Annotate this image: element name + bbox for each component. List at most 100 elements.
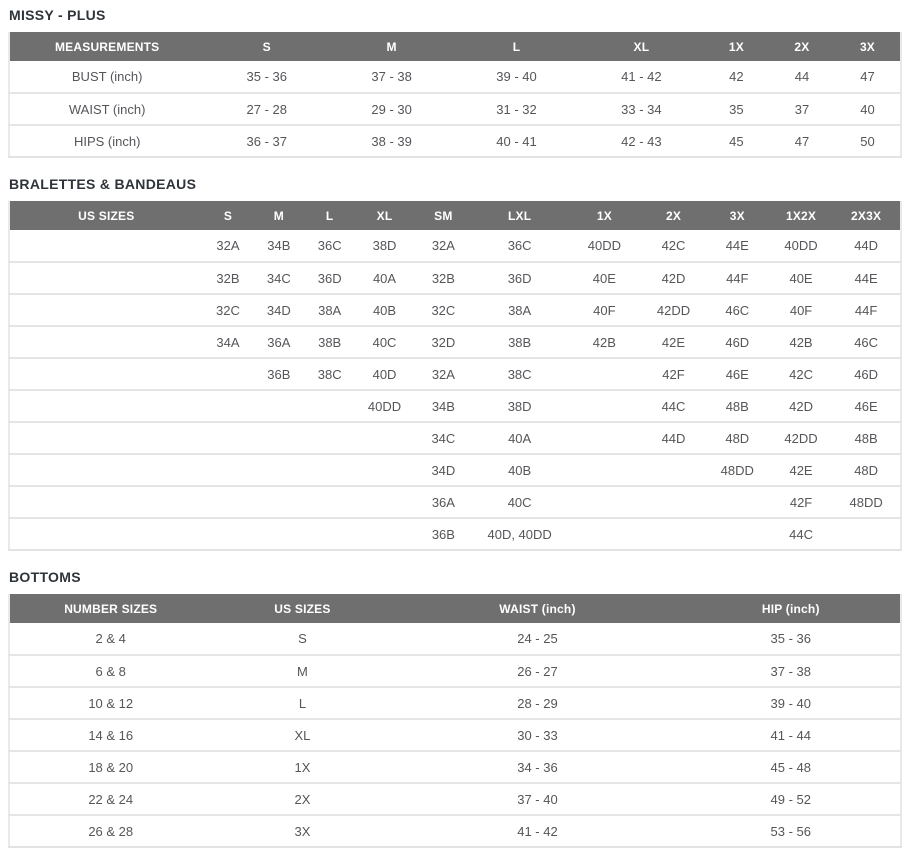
size-cell: 48B [832,422,901,455]
size-cell: 32A [413,358,473,391]
size-cell: 50 [834,125,901,157]
column-header: HIP (inch) [681,594,901,623]
size-cell: 40D, 40DD [472,518,567,550]
size-cell [304,422,356,455]
column-header: M [253,201,305,230]
table-row: 32B 34C 36D 40A 32B 36D 40E 42D 44F 40E 44E [9,262,901,295]
column-header: M [329,32,455,61]
table-row: 34D 40B 48DD 42E 48D [9,454,901,487]
size-cell: 36C [472,230,567,263]
size-cell: 53 - 56 [681,815,901,847]
size-cell: 44E [704,230,770,263]
size-cell: 42C [642,230,705,263]
size-cell: 36C [304,230,356,263]
size-cell: 34D [253,294,305,327]
size-cell: 40B [355,294,414,327]
column-header: S [204,32,330,61]
size-cell: 39 - 40 [681,687,901,720]
size-cell: 26 & 28 [9,815,212,847]
column-header: 1X [566,201,643,230]
size-cell: 46E [704,358,770,391]
size-cell: 40DD [566,230,643,263]
column-header: MEASUREMENTS [9,32,205,61]
size-cell: 34B [253,230,305,263]
table-row: 36B 38C 40D 32A 38C 42F 46E 42C 46D [9,358,901,391]
size-cell: 49 - 52 [681,783,901,816]
size-cell [9,230,203,263]
size-cell [304,454,356,487]
size-cell [355,422,414,455]
size-cell: 42D [769,390,833,423]
size-table-section: BOTTOMS NUMBER SIZES US SIZES WAIST (inch) H… [8,570,902,848]
size-cell [566,518,643,550]
size-cell: 38A [304,294,356,327]
size-cell: 42E [769,454,833,487]
size-cell: 40DD [355,390,414,423]
size-cell: 42D [642,262,705,295]
size-cell [832,518,901,550]
header-row: NUMBER SIZES US SIZES WAIST (inch) HIP (inc… [9,594,901,623]
size-cell: 38C [472,358,567,391]
size-cell: 27 - 28 [204,93,330,126]
size-cell: 42F [642,358,705,391]
size-cell: 32B [202,262,254,295]
size-cell: 34A [202,326,254,359]
size-cell: 32A [202,230,254,263]
size-cell: 40C [355,326,414,359]
size-cell [566,486,643,519]
size-cell: 46C [704,294,770,327]
table-row: 40DD 34B 38D 44C 48B 42D 46E [9,390,901,423]
size-cell: 34 - 36 [393,751,682,784]
size-cell [9,518,203,550]
size-cell: 48D [704,422,770,455]
size-cell: 38D [355,230,414,263]
size-cell: 44E [832,262,901,295]
column-header: US SIZES [211,594,394,623]
size-cell: 26 - 27 [393,655,682,688]
size-cell: 36B [253,358,305,391]
size-cell: 44F [704,262,770,295]
size-cell: 3X [211,815,394,847]
table-row: 34A 36A 38B 40C 32D 38B 42B 42E 46D 42B 46C [9,326,901,359]
size-cell: BUST (inch) [9,61,205,94]
size-cell: 44C [642,390,705,423]
size-cell [9,390,203,423]
column-header: 1X2X [769,201,833,230]
size-cell: 42DD [642,294,705,327]
size-cell [9,422,203,455]
size-cell: 40A [472,422,567,455]
size-cell: 40F [566,294,643,327]
size-cell: 24 - 25 [393,623,682,656]
size-cell: 34C [253,262,305,295]
size-cell: 37 [768,93,835,126]
column-header: 2X [768,32,835,61]
size-cell: 40D [355,358,414,391]
size-cell: 1X [211,751,394,784]
column-header: XL [355,201,414,230]
size-cell: 42F [769,486,833,519]
size-cell: 35 - 36 [204,61,330,94]
size-cell: 6 & 8 [9,655,212,688]
size-cell: 40B [472,454,567,487]
table-row: HIPS (inch) 36 - 37 38 - 39 40 - 41 42 - 43 4… [9,125,901,157]
size-cell: 44 [768,61,835,94]
size-cell [355,486,414,519]
table-row: 6 & 8 M 26 - 27 37 - 38 [9,655,901,688]
size-cell [202,390,254,423]
size-cell: 48DD [704,454,770,487]
size-cell: 2 & 4 [9,623,212,656]
size-cell [202,486,254,519]
size-cell: WAIST (inch) [9,93,205,126]
column-header: 2X [642,201,705,230]
table-title: BRALETTES & BANDEAUS [9,176,197,192]
size-cell: 47 [834,61,901,94]
table-title: BOTTOMS [9,569,81,585]
size-cell [9,454,203,487]
size-cell: 10 & 12 [9,687,212,720]
column-header: 3X [704,201,770,230]
size-cell [253,390,305,423]
size-cell: S [211,623,394,656]
table-row: 36B 40D, 40DD 44C [9,518,901,550]
size-cell [304,486,356,519]
table-row: 10 & 12 L 28 - 29 39 - 40 [9,687,901,720]
